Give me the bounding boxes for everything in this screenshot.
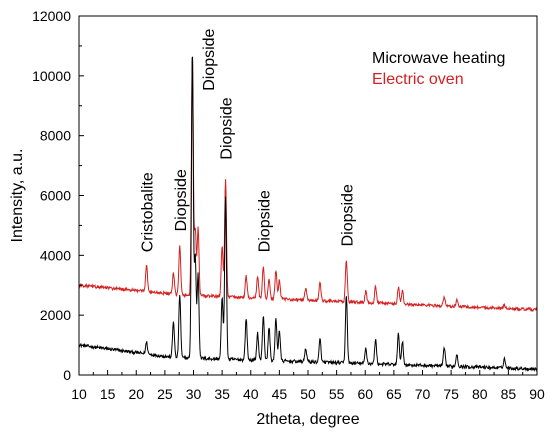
x-tick-label: 10 bbox=[71, 386, 87, 402]
series-line-microwave bbox=[78, 56, 538, 373]
annotation-label: Diopside bbox=[339, 184, 356, 246]
x-tick-label: 75 bbox=[443, 386, 459, 402]
x-tick-label: 45 bbox=[272, 386, 288, 402]
x-tick-label: 25 bbox=[157, 386, 173, 402]
x-axis-title: 2theta, degree bbox=[256, 411, 359, 428]
annotation-label: Cristobalite bbox=[140, 172, 157, 252]
legend-label-microwave: Microwave heating bbox=[372, 50, 505, 67]
x-tick-label: 80 bbox=[472, 386, 488, 402]
legend-label-electric-oven: Electric oven bbox=[372, 71, 464, 88]
x-tick-label: 40 bbox=[243, 386, 259, 402]
legend: Microwave heating Electric oven bbox=[372, 50, 505, 88]
x-tick-label: 65 bbox=[386, 386, 402, 402]
x-tick-label: 60 bbox=[357, 386, 373, 402]
series-layer bbox=[78, 56, 538, 373]
x-tick-label: 85 bbox=[501, 386, 517, 402]
annotation-label: Diopside bbox=[256, 190, 273, 252]
y-tick-label: 10000 bbox=[32, 68, 71, 84]
ticks-layer: 10 15 20 25 30 35 40 45 50 55 60 65 70 75 80 85 90 0 2000 4… bbox=[32, 8, 545, 402]
x-tick-label: 70 bbox=[415, 386, 431, 402]
annotation-label: Diopside bbox=[173, 169, 190, 231]
x-tick-label: 15 bbox=[100, 386, 116, 402]
x-tick-label: 35 bbox=[214, 386, 230, 402]
annotation-label: Diopside bbox=[219, 97, 236, 159]
y-tick-label: 4000 bbox=[40, 247, 71, 263]
x-tick-label: 20 bbox=[128, 386, 144, 402]
annotation-label: Diopside bbox=[201, 28, 218, 90]
x-tick-label: 55 bbox=[329, 386, 345, 402]
annotation-layer: Cristobalite DiopsideDiopsideDiopsideDiop… bbox=[140, 28, 357, 252]
y-tick-label: 0 bbox=[63, 367, 71, 383]
x-tick-label: 50 bbox=[300, 386, 316, 402]
x-tick-label: 30 bbox=[186, 386, 202, 402]
y-tick-label: 2000 bbox=[40, 307, 71, 323]
y-axis-title: Intensity, a.u. bbox=[9, 149, 26, 243]
series-line-electric-oven bbox=[78, 60, 538, 313]
y-tick-label: 6000 bbox=[40, 188, 71, 204]
x-tick-label: 90 bbox=[529, 386, 545, 402]
y-tick-label: 12000 bbox=[32, 8, 71, 24]
y-tick-label: 8000 bbox=[40, 128, 71, 144]
